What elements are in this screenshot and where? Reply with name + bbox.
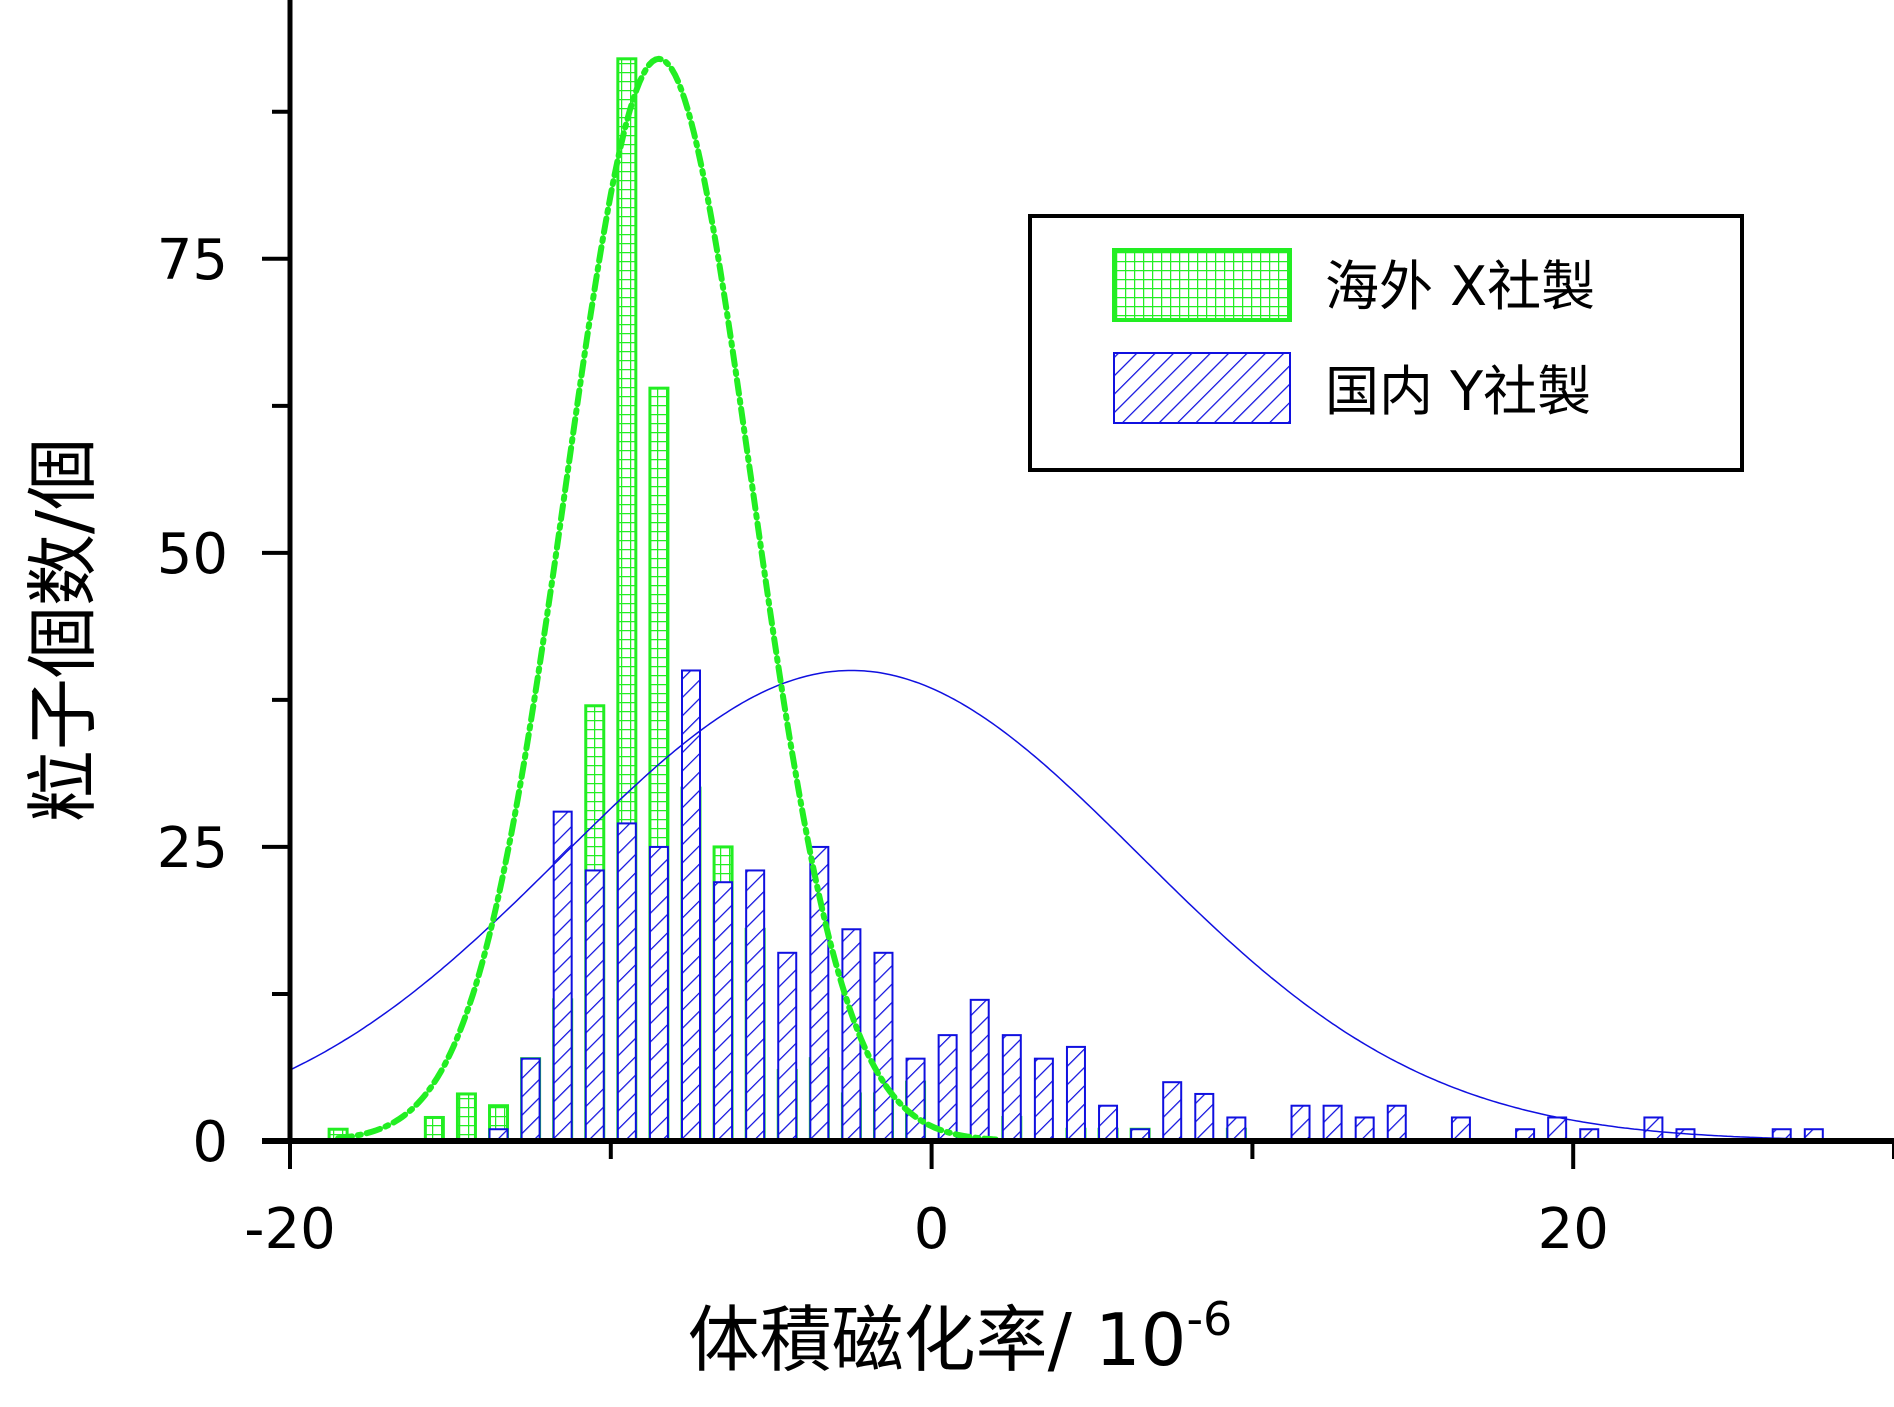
bar-y-company (1098, 1104, 1119, 1142)
bar-y-company (873, 951, 894, 1143)
bar-y-company (1001, 1034, 1022, 1143)
bar-y-company (1290, 1104, 1311, 1142)
bar-y-company (1354, 1116, 1375, 1143)
bar-y-company (745, 869, 766, 1142)
bar-y-company (905, 1057, 926, 1142)
bar-y-company (1450, 1116, 1471, 1143)
x-tick-label: 20 (1538, 1197, 1609, 1262)
bar-y-company (937, 1034, 958, 1143)
y-tick-label: 50 (157, 522, 228, 587)
bar-y-company (520, 1057, 541, 1142)
bar-y-company (713, 881, 734, 1142)
bar-y-company (584, 869, 605, 1142)
y-tick-label: 0 (192, 1110, 228, 1175)
legend: 海外 X社製 国内 Y社製 (1028, 214, 1744, 472)
bar-y-company (616, 822, 637, 1142)
y-company-bars (488, 669, 1824, 1143)
bar-x-company (455, 1092, 477, 1143)
bar-y-company (1547, 1116, 1568, 1143)
bar-y-company (1322, 1104, 1343, 1142)
bar-y-company (1033, 1057, 1054, 1142)
x-axis-title-exponent: -6 (1186, 1292, 1232, 1346)
bar-y-company (969, 998, 990, 1142)
bar-y-company (777, 951, 798, 1143)
axes (262, 0, 1894, 1169)
y-axis-title: 粒子個数/個 (21, 438, 105, 822)
x-axis-title: 体積磁化率/ 10-6 (688, 1292, 1233, 1382)
fit-curve-x-company (335, 55, 999, 1143)
fit-curves (289, 55, 1894, 1143)
bar-x-company (423, 1115, 445, 1143)
bar-y-company (1386, 1104, 1407, 1142)
legend-swatch-x-company (1112, 248, 1292, 322)
bar-y-company (1643, 1116, 1664, 1143)
bar-y-company (681, 669, 701, 1143)
legend-label-y-company: 国内 Y社製 (1325, 360, 1591, 423)
y-tick-label: 25 (157, 816, 228, 881)
y-tick-label: 75 (157, 228, 228, 293)
bar-y-company (1194, 1092, 1215, 1143)
fit-curve-y-company (289, 669, 1894, 1142)
bar-y-company (648, 845, 669, 1143)
legend-label-x-company: 海外 X社製 (1325, 255, 1595, 318)
x-tick-label: -20 (244, 1197, 335, 1262)
x-tick-label: 0 (914, 1197, 950, 1262)
bar-y-company (1226, 1116, 1247, 1143)
bar-y-company (1162, 1081, 1183, 1142)
legend-swatch-y-company (1113, 352, 1291, 424)
bar-y-company (1065, 1045, 1086, 1142)
x-axis-title-main: 体積磁化率/ 10 (688, 1298, 1187, 1382)
